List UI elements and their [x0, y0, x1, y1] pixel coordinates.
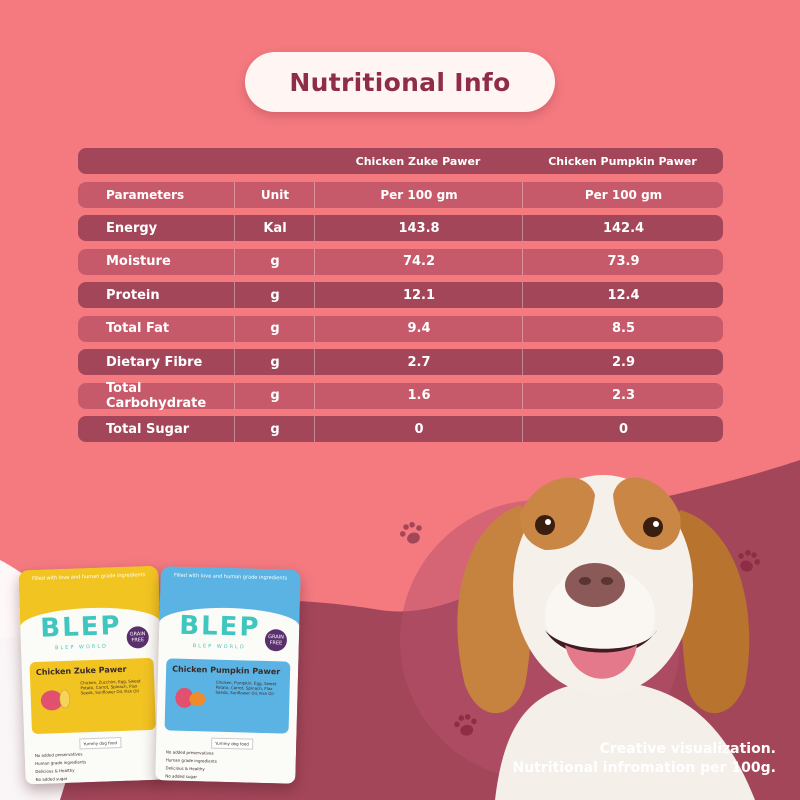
product-package-pumpkin: Filled with love and human grade ingredi… — [155, 566, 301, 784]
brand-logo: BLEP — [39, 610, 123, 644]
package-product-name: Chicken Pumpkin Pawer — [172, 664, 281, 677]
paw-print-icon — [399, 521, 422, 544]
row-value-zuke: 2.7 — [314, 349, 523, 375]
row-unit: g — [234, 248, 315, 275]
package-ingredients: Chicken, Pumpkin, Egg, Sweet Potato, Car… — [215, 679, 277, 697]
column-header-parameters: Parameters — [106, 187, 185, 202]
table-column-header-row: Parameters Unit Per 100 gm Per 100 gm — [78, 181, 724, 208]
package-ingredients: Chicken, Zucchini, Egg, Sweet Potato, Ca… — [80, 678, 141, 696]
footnote-line-2: Nutritional infromation per 100g. — [512, 760, 777, 776]
product-package-zuke: Filled with love and human grade ingredi… — [18, 565, 166, 785]
pumpkin-icon — [175, 687, 206, 708]
row-unit: Kal — [234, 215, 315, 241]
table-row: Dietary Fibre g 2.7 2.9 — [78, 349, 723, 375]
row-parameter: Total Fat — [106, 321, 170, 336]
row-value-pumpkin: 73.9 — [522, 248, 724, 275]
row-unit: g — [234, 282, 315, 308]
row-value-pumpkin: 142.4 — [522, 215, 724, 241]
row-value-zuke: 1.6 — [314, 382, 523, 409]
row-parameter: Energy — [106, 220, 158, 236]
row-value-pumpkin: 2.3 — [522, 382, 724, 409]
package-label: Chicken Pumpkin Pawer Chicken, Pumpkin, … — [164, 658, 291, 734]
footnote: Creative visualization. Nutritional infr… — [513, 740, 777, 778]
page-title: Nutritional Info — [289, 67, 511, 97]
dog-photo — [457, 475, 755, 800]
table-row: Total Sugar g 0 0 — [78, 416, 723, 442]
table-row: Protein g 12.1 12.4 — [78, 282, 723, 308]
product-header-pumpkin: Chicken Pumpkin Pawer — [548, 154, 697, 168]
package-label: Chicken Zuke Pawer Chicken, Zucchini, Eg… — [29, 657, 156, 735]
row-value-pumpkin: 0 — [522, 416, 724, 442]
column-header-unit: Unit — [234, 181, 315, 208]
row-value-pumpkin: 2.9 — [522, 349, 724, 375]
row-value-zuke: 74.2 — [314, 248, 523, 275]
table-row: Moisture g 74.2 73.9 — [78, 248, 724, 275]
row-value-zuke: 9.4 — [314, 315, 523, 342]
title-banner: Nutritional Info — [245, 52, 555, 112]
column-header-v2: Per 100 gm — [522, 181, 724, 208]
row-value-zuke: 12.1 — [314, 282, 523, 308]
row-value-zuke: 0 — [314, 416, 523, 442]
package-yummy-label: Yummy dog food — [211, 737, 253, 750]
table-row: Total Fat g 9.4 8.5 — [78, 315, 724, 342]
row-parameter: Total Sugar — [106, 421, 190, 437]
row-parameter: Dietary Fibre — [106, 354, 203, 370]
row-value-zuke: 143.8 — [314, 215, 523, 241]
row-parameter: Protein — [106, 287, 160, 303]
paw-print-icon — [454, 714, 477, 736]
row-unit: g — [234, 382, 315, 409]
brand-logo: BLEP — [178, 610, 261, 643]
nutrition-table: Chicken Zuke Pawer Chicken Pumpkin Pawer… — [78, 148, 723, 450]
row-unit: g — [234, 416, 315, 442]
paw-print-icon — [738, 549, 761, 572]
package-product-name: Chicken Zuke Pawer — [35, 664, 127, 677]
chicken-icon — [40, 689, 71, 711]
table-row: Energy Kal 143.8 142.4 — [78, 215, 723, 241]
package-yummy-label: Yummy dog food — [79, 737, 122, 750]
row-unit: g — [234, 349, 315, 375]
row-parameter: Moisture — [106, 254, 171, 269]
row-value-pumpkin: 12.4 — [522, 282, 724, 308]
table-product-header-row: Chicken Zuke Pawer Chicken Pumpkin Pawer — [78, 148, 723, 174]
package-features: No added preservatives Human grade ingre… — [35, 748, 160, 784]
package-features: No added preservatives Human grade ingre… — [165, 748, 290, 783]
row-parameter: Total Carbohydrate — [106, 380, 207, 411]
footnote-line-1: Creative visualization. — [599, 741, 776, 757]
column-header-v1: Per 100 gm — [314, 181, 523, 208]
row-unit: g — [234, 315, 315, 342]
table-row: Total Carbohydrate g 1.6 2.3 — [78, 380, 724, 411]
product-header-zuke: Chicken Zuke Pawer — [355, 154, 481, 168]
row-value-pumpkin: 8.5 — [522, 315, 724, 342]
